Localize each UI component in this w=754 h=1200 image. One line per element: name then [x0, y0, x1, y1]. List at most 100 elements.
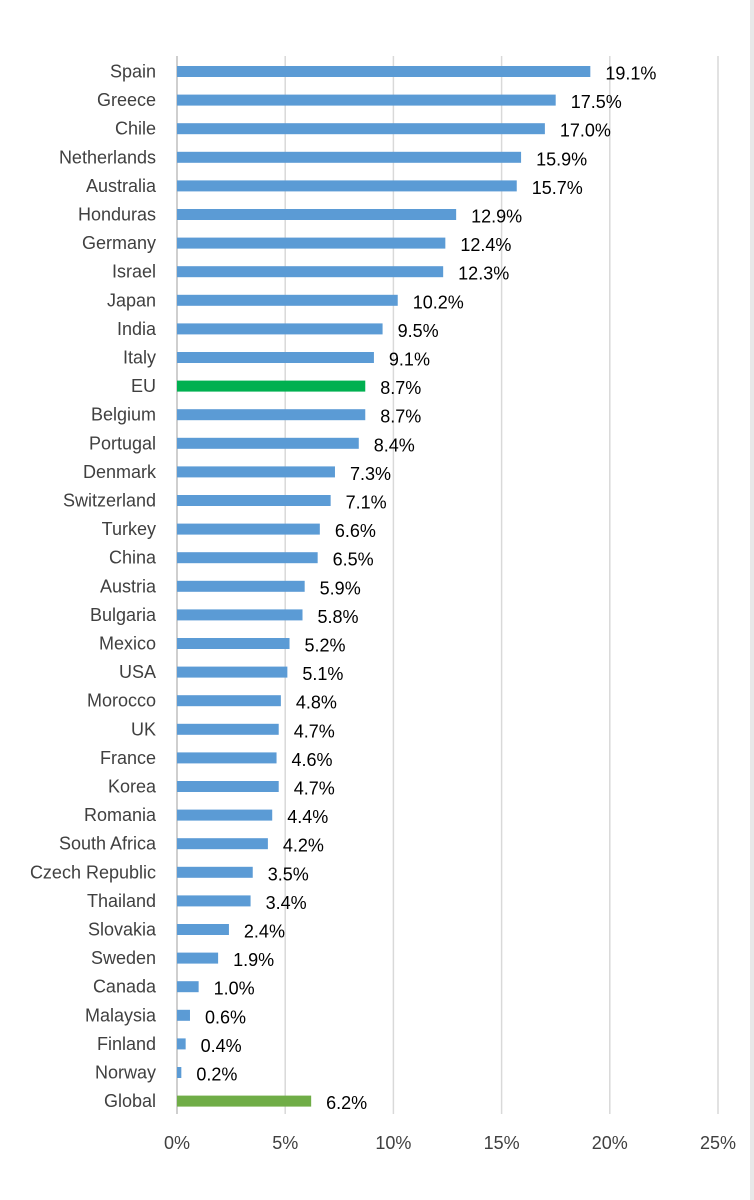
bar-turkey: [177, 523, 320, 535]
bar-czech-republic: [177, 866, 253, 878]
category-label-chile: Chile: [115, 119, 156, 139]
bar-italy: [177, 352, 374, 363]
value-label-uk: 4.7%: [294, 721, 335, 741]
value-label-norway: 0.2%: [196, 1065, 237, 1085]
value-label-greece: 17.5%: [571, 92, 622, 112]
category-label-italy: Italy: [123, 348, 156, 368]
value-label-spain: 19.1%: [605, 64, 656, 84]
value-label-switzerland: 7.1%: [346, 493, 387, 513]
value-label-romania: 4.4%: [287, 807, 328, 827]
bar-south-africa: [177, 838, 268, 850]
category-label-spain: Spain: [110, 62, 156, 82]
bar-sweden: [177, 952, 219, 964]
value-label-belgium: 8.7%: [380, 407, 421, 427]
category-label-south-africa: South Africa: [59, 834, 157, 854]
bar-greece: [177, 94, 556, 106]
category-label-austria: Austria: [100, 576, 157, 596]
bar-finland: [177, 1038, 186, 1050]
x-tick-label-20: 20%: [592, 1133, 628, 1153]
value-label-malaysia: 0.6%: [205, 1007, 246, 1027]
category-label-usa: USA: [119, 662, 156, 682]
value-label-china: 6.5%: [333, 550, 374, 570]
category-label-thailand: Thailand: [87, 891, 156, 911]
value-label-denmark: 7.3%: [350, 464, 391, 484]
category-label-bulgaria: Bulgaria: [90, 605, 157, 625]
value-label-slovakia: 2.4%: [244, 922, 285, 942]
value-label-korea: 4.7%: [294, 779, 335, 799]
value-label-bulgaria: 5.8%: [318, 607, 359, 627]
category-label-czech-republic: Czech Republic: [30, 862, 156, 882]
value-label-germany: 12.4%: [460, 235, 511, 255]
category-label-finland: Finland: [97, 1034, 156, 1054]
bar-canada: [177, 981, 199, 993]
category-label-switzerland: Switzerland: [63, 491, 156, 511]
value-label-japan: 10.2%: [413, 292, 464, 312]
bar-bulgaria: [177, 609, 303, 621]
value-label-canada: 1.0%: [214, 979, 255, 999]
value-label-france: 4.6%: [292, 750, 333, 770]
bar-spain: [177, 66, 591, 77]
category-label-canada: Canada: [93, 977, 157, 997]
bar-honduras: [177, 209, 457, 220]
value-label-eu: 8.7%: [380, 378, 421, 398]
category-label-germany: Germany: [82, 233, 156, 253]
category-label-norway: Norway: [95, 1063, 156, 1083]
bar-norway: [177, 1067, 182, 1078]
bar-korea: [177, 781, 279, 792]
value-label-czech-republic: 3.5%: [268, 864, 309, 884]
bar-france: [177, 752, 277, 764]
value-label-honduras: 12.9%: [471, 207, 522, 227]
bar-austria: [177, 580, 305, 592]
bar-uk: [177, 723, 279, 735]
category-label-china: China: [109, 548, 157, 568]
value-label-italy: 9.1%: [389, 350, 430, 370]
value-label-global: 6.2%: [326, 1093, 367, 1113]
category-label-slovakia: Slovakia: [88, 920, 157, 940]
value-label-sweden: 1.9%: [233, 950, 274, 970]
category-label-romania: Romania: [84, 805, 157, 825]
x-tick-label-25: 25%: [700, 1133, 736, 1153]
category-label-belgium: Belgium: [91, 405, 156, 425]
category-label-france: France: [100, 748, 156, 768]
category-label-israel: Israel: [112, 262, 156, 282]
bar-slovakia: [177, 924, 229, 935]
bar-japan: [177, 294, 398, 306]
bar-israel: [177, 266, 444, 278]
bar-belgium: [177, 409, 366, 421]
x-tick-label-5: 5%: [272, 1133, 298, 1153]
category-label-malaysia: Malaysia: [85, 1005, 157, 1025]
category-label-india: India: [117, 319, 157, 339]
value-label-finland: 0.4%: [201, 1036, 242, 1056]
bar-portugal: [177, 437, 359, 449]
value-label-south-africa: 4.2%: [283, 836, 324, 856]
bar-germany: [177, 237, 446, 249]
bar-thailand: [177, 895, 251, 907]
window-edge: [750, 0, 754, 1200]
value-label-usa: 5.1%: [302, 664, 343, 684]
category-label-denmark: Denmark: [83, 462, 157, 482]
category-label-uk: UK: [131, 719, 156, 739]
x-tick-label-10: 10%: [375, 1133, 411, 1153]
category-label-netherlands: Netherlands: [59, 147, 156, 167]
category-label-greece: Greece: [97, 90, 156, 110]
category-label-turkey: Turkey: [102, 519, 156, 539]
bar-romania: [177, 809, 273, 821]
value-label-india: 9.5%: [398, 321, 439, 341]
bar-mexico: [177, 638, 290, 649]
value-label-austria: 5.9%: [320, 578, 361, 598]
value-label-morocco: 4.8%: [296, 693, 337, 713]
category-label-mexico: Mexico: [99, 634, 156, 654]
bar-usa: [177, 666, 288, 678]
category-label-japan: Japan: [107, 290, 156, 310]
bar-china: [177, 552, 318, 564]
value-label-thailand: 3.4%: [266, 893, 307, 913]
bar-malaysia: [177, 1009, 190, 1021]
category-label-morocco: Morocco: [87, 691, 156, 711]
bar-global: [177, 1095, 312, 1107]
bar-switzerland: [177, 495, 331, 506]
value-label-netherlands: 15.9%: [536, 149, 587, 169]
category-label-global: Global: [104, 1091, 156, 1111]
x-tick-label-0: 0%: [164, 1133, 190, 1153]
category-label-honduras: Honduras: [78, 205, 156, 225]
